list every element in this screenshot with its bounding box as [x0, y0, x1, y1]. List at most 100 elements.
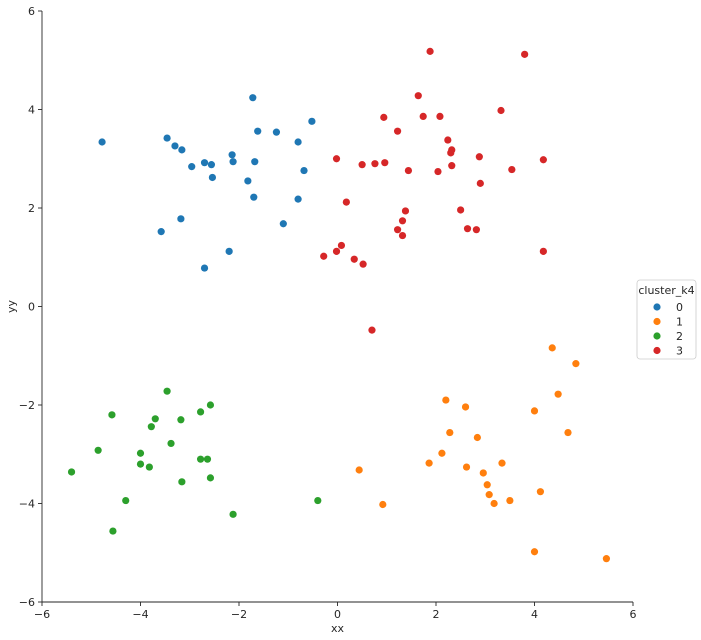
legend-title: cluster_k4	[638, 284, 694, 297]
data-point-cluster-0	[272, 128, 281, 136]
data-point-cluster-3	[320, 252, 328, 260]
data-point-cluster-2	[196, 408, 205, 416]
data-point-cluster-0	[178, 146, 186, 154]
data-point-cluster-3	[508, 165, 516, 174]
data-point-cluster-0	[251, 158, 259, 166]
y-tick-label: 6	[28, 5, 35, 18]
legend-label-1: 1	[676, 316, 683, 329]
data-point-cluster-3	[434, 167, 442, 176]
data-point-cluster-0	[279, 220, 287, 228]
data-point-cluster-1	[473, 433, 481, 442]
data-point-cluster-2	[147, 423, 155, 431]
scatter-points	[67, 47, 611, 563]
data-point-cluster-3	[393, 127, 402, 135]
data-point-cluster-3	[475, 153, 483, 161]
data-point-cluster-1	[506, 496, 514, 505]
data-point-cluster-3	[426, 47, 434, 55]
y-axis-label: yy	[5, 300, 18, 314]
data-point-cluster-3	[444, 136, 452, 144]
data-point-cluster-3	[398, 217, 407, 225]
data-point-cluster-3	[380, 113, 388, 121]
data-point-cluster-3	[521, 50, 529, 58]
data-point-cluster-2	[122, 496, 130, 505]
data-point-cluster-1	[548, 344, 556, 352]
data-point-cluster-3	[497, 106, 505, 115]
legend-marker-0	[653, 303, 661, 311]
data-point-cluster-3	[404, 166, 413, 175]
data-point-cluster-3	[539, 247, 547, 255]
legend-marker-3	[653, 346, 661, 355]
data-point-cluster-0	[308, 117, 316, 125]
data-point-cluster-3	[358, 161, 366, 169]
y-tick-label: 4	[28, 104, 35, 117]
data-point-cluster-1	[379, 500, 387, 509]
data-point-cluster-1	[438, 449, 446, 457]
legend-marker-2	[653, 332, 661, 340]
x-tick-label: 0	[334, 608, 341, 621]
data-point-cluster-1	[461, 403, 470, 411]
data-point-cluster-0	[200, 264, 209, 272]
data-point-cluster-1	[498, 459, 506, 467]
data-point-cluster-2	[196, 455, 205, 463]
data-point-cluster-3	[381, 159, 389, 167]
data-point-cluster-2	[136, 449, 145, 457]
legend-label-3: 3	[676, 345, 683, 358]
data-point-cluster-1	[485, 491, 493, 499]
legend-label-0: 0	[676, 301, 683, 314]
data-point-cluster-3	[419, 112, 427, 120]
data-point-cluster-2	[109, 527, 117, 535]
data-point-cluster-3	[337, 241, 346, 250]
data-point-cluster-0	[300, 166, 308, 175]
legend-label-2: 2	[676, 330, 683, 343]
y-tick-label: −2	[19, 399, 35, 412]
data-point-cluster-0	[294, 138, 302, 146]
data-point-cluster-0	[207, 161, 216, 169]
x-tick-label: −6	[34, 608, 50, 621]
data-point-cluster-0	[228, 151, 236, 159]
data-point-cluster-1	[530, 407, 539, 415]
data-point-cluster-3	[393, 226, 402, 234]
data-point-cluster-3	[463, 225, 472, 233]
data-point-cluster-2	[108, 411, 116, 419]
x-tick-label: −4	[132, 608, 148, 621]
data-point-cluster-0	[249, 94, 257, 102]
data-point-cluster-3	[401, 207, 410, 215]
data-point-cluster-1	[564, 428, 572, 437]
data-point-cluster-0	[171, 142, 179, 150]
data-point-cluster-1	[602, 555, 611, 563]
data-point-cluster-1	[572, 360, 580, 368]
legend-frame	[636, 279, 697, 360]
data-point-cluster-1	[479, 469, 487, 477]
data-point-cluster-2	[314, 496, 322, 505]
data-point-cluster-3	[472, 226, 480, 234]
data-point-cluster-1	[490, 499, 498, 508]
data-point-cluster-3	[332, 247, 341, 255]
data-point-cluster-1	[530, 548, 539, 556]
data-point-cluster-2	[136, 460, 145, 468]
data-point-cluster-2	[94, 446, 102, 454]
legend-marker-1	[653, 317, 661, 326]
data-point-cluster-0	[254, 127, 262, 135]
data-point-cluster-2	[203, 455, 212, 463]
x-tick-label: −2	[231, 608, 247, 621]
data-point-cluster-0	[250, 193, 258, 201]
x-axis-label: xx	[331, 622, 345, 635]
data-point-cluster-2	[67, 468, 76, 476]
legend: cluster_k4 0 12 3	[636, 279, 697, 360]
y-tick-label: 2	[28, 202, 35, 215]
data-point-cluster-1	[554, 390, 562, 398]
data-point-cluster-3	[539, 156, 547, 164]
y-tick-label: −4	[19, 498, 35, 511]
data-point-cluster-3	[457, 206, 465, 214]
data-point-cluster-2	[145, 463, 153, 471]
data-point-cluster-0	[157, 228, 165, 236]
axes: −6 −4 −2 0 2 4 6 −6 −4 −2 0 2 4 6	[19, 5, 637, 621]
x-tick-label: 6	[630, 608, 637, 621]
data-point-cluster-1	[483, 481, 491, 489]
data-point-cluster-2	[229, 510, 237, 518]
data-point-cluster-3	[350, 255, 358, 263]
data-point-cluster-2	[206, 474, 215, 482]
x-tick-label: 2	[433, 608, 440, 621]
data-point-cluster-0	[225, 247, 233, 255]
